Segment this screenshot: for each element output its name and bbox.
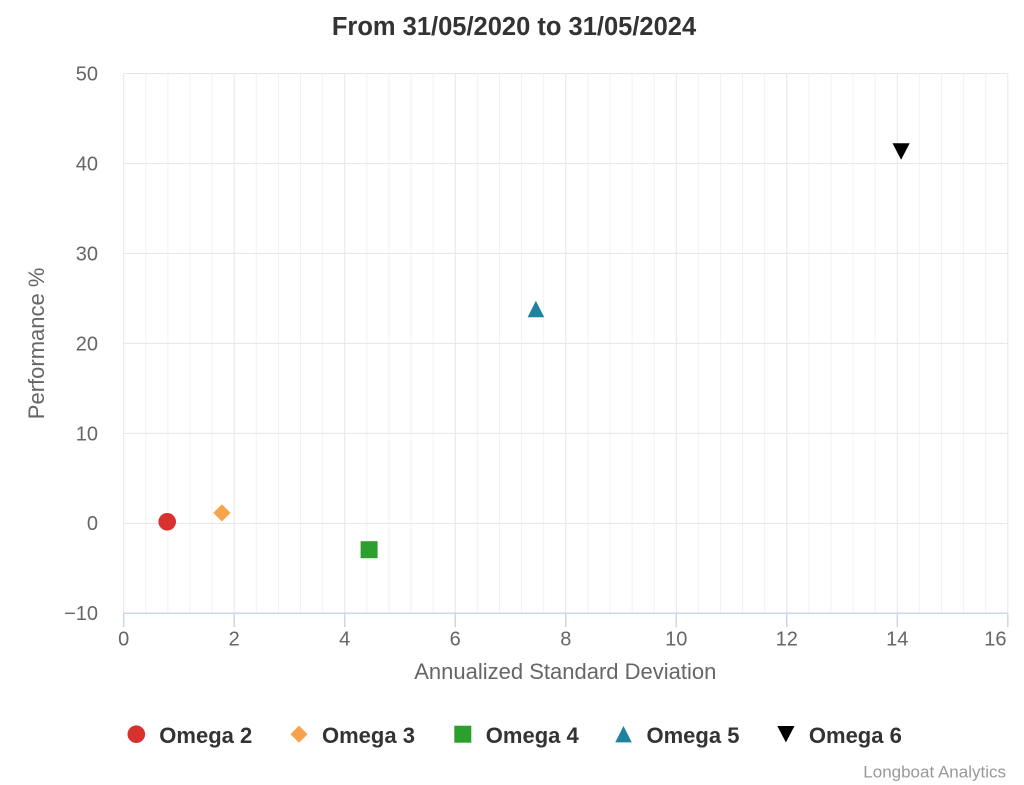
- svg-text:Omega 6: Omega 6: [809, 723, 902, 748]
- svg-text:From 31/05/2020 to 31/05/2024: From 31/05/2020 to 31/05/2024: [332, 13, 697, 41]
- svg-text:12: 12: [776, 629, 798, 651]
- svg-text:Performance %: Performance %: [24, 268, 49, 420]
- svg-text:10: 10: [665, 629, 687, 651]
- svg-text:20: 20: [76, 333, 98, 355]
- svg-text:0: 0: [87, 513, 98, 535]
- svg-text:4: 4: [339, 629, 350, 651]
- svg-text:Omega 4: Omega 4: [486, 723, 580, 748]
- svg-text:Omega 2: Omega 2: [159, 723, 252, 748]
- svg-text:−10: −10: [64, 603, 98, 625]
- svg-text:Omega 3: Omega 3: [322, 723, 415, 748]
- svg-text:10: 10: [76, 423, 98, 445]
- svg-text:Annualized Standard Deviation: Annualized Standard Deviation: [414, 659, 716, 684]
- svg-text:14: 14: [886, 629, 908, 651]
- svg-text:30: 30: [76, 243, 98, 265]
- svg-text:2: 2: [229, 629, 240, 651]
- svg-text:Longboat Analytics: Longboat Analytics: [863, 763, 1006, 782]
- svg-text:Omega 5: Omega 5: [647, 723, 740, 748]
- svg-text:8: 8: [560, 629, 571, 651]
- svg-text:0: 0: [118, 629, 129, 651]
- svg-text:16: 16: [984, 629, 1006, 651]
- svg-text:50: 50: [76, 63, 98, 85]
- svg-text:6: 6: [450, 629, 461, 651]
- svg-text:40: 40: [76, 153, 98, 175]
